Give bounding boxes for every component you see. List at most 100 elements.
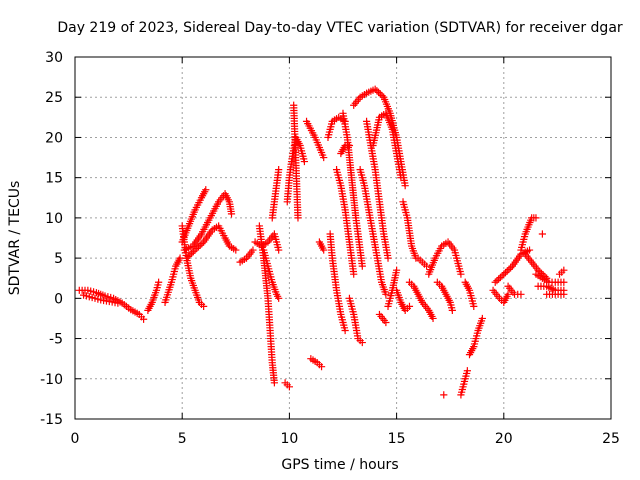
series-arc-06: [178, 186, 210, 246]
data-point: [200, 302, 208, 310]
series-arc-36: [425, 238, 465, 278]
data-point: [275, 166, 283, 174]
data-point: [264, 262, 272, 270]
data-point: [334, 171, 342, 179]
data-point: [299, 152, 307, 160]
data-point: [266, 270, 274, 278]
data-point: [458, 385, 466, 394]
data-point: [320, 153, 328, 162]
data-point: [338, 316, 346, 324]
series-arc-21: [326, 230, 349, 335]
data-point: [341, 326, 349, 335]
data-point: [386, 294, 394, 302]
data-point: [517, 246, 525, 254]
data-point: [317, 363, 326, 371]
data-point: [107, 293, 115, 302]
data-point: [400, 200, 408, 209]
data-point: [447, 301, 455, 309]
x-tick-label: 10: [280, 431, 298, 447]
data-point: [469, 300, 477, 308]
data-point: [337, 313, 346, 321]
data-point: [358, 338, 366, 347]
data-point: [461, 375, 469, 383]
data-point: [227, 210, 236, 218]
data-point: [401, 182, 409, 190]
data-point: [468, 297, 476, 305]
data-point: [458, 388, 466, 396]
series-arc-49: [534, 282, 568, 294]
data-point: [326, 125, 334, 133]
y-tick-label: 15: [45, 171, 63, 187]
data-point: [339, 318, 347, 327]
y-tick-label: -10: [40, 372, 63, 388]
data-point: [140, 315, 148, 323]
data-point: [402, 208, 410, 217]
data-point: [167, 278, 176, 286]
series-arc-18: [307, 355, 326, 371]
data-point: [346, 297, 354, 305]
data-point: [340, 321, 348, 329]
data-point: [473, 332, 481, 340]
data-point: [300, 157, 309, 166]
series-arc-19: [315, 238, 328, 254]
data-point: [260, 246, 268, 254]
series-arc-09: [236, 246, 257, 266]
data-point: [519, 238, 527, 246]
data-point: [348, 305, 356, 313]
data-point: [232, 246, 240, 254]
x-axis-label: GPS time / hours: [281, 457, 398, 473]
series-arc-13: [268, 166, 283, 222]
plot-frame: [74, 56, 612, 420]
data-point: [518, 241, 526, 249]
series-arc-16: [290, 101, 302, 222]
data-point: [356, 166, 364, 174]
series-arc-35: [414, 254, 431, 270]
data-point: [270, 379, 278, 387]
data-point: [460, 377, 469, 386]
y-tick-label: 10: [45, 211, 63, 227]
y-tick-label: 25: [45, 90, 63, 106]
data-point: [357, 171, 366, 179]
data-point: [459, 383, 467, 391]
data-point: [260, 249, 268, 257]
data-point: [350, 270, 358, 278]
data-point: [463, 369, 471, 378]
y-tick-label: -15: [40, 412, 63, 428]
data-point: [382, 290, 390, 298]
data-point: [460, 380, 468, 388]
data-point: [336, 179, 344, 187]
data-point: [87, 287, 95, 295]
data-point: [89, 288, 98, 296]
data-point: [470, 302, 478, 310]
x-tick-label: 0: [71, 431, 80, 447]
data-point: [82, 292, 91, 300]
data-point: [429, 314, 437, 323]
data-point: [532, 214, 540, 222]
series-arc-50: [543, 290, 568, 298]
data-point: [262, 257, 271, 265]
data-point: [101, 292, 109, 300]
data-point: [275, 246, 283, 254]
data-point: [104, 293, 112, 301]
data-point: [466, 289, 474, 297]
data-point: [332, 166, 341, 174]
data-point: [335, 176, 344, 184]
data-point: [525, 246, 534, 254]
axis-ticks: 0 5 10 15 20 25 -15 -10 -5 0 5 10 15 20 25 30: [40, 50, 620, 447]
data-point: [423, 262, 431, 270]
data-point: [84, 286, 92, 294]
data-point: [153, 284, 161, 292]
data-point: [298, 149, 306, 158]
data-point: [327, 120, 336, 128]
data-point: [270, 230, 278, 238]
series-arc-14: [281, 379, 293, 391]
data-point: [114, 299, 122, 307]
series-arc-39: [457, 367, 471, 399]
series-arc-03: [144, 278, 163, 314]
data-point: [504, 290, 512, 298]
data-point: [261, 251, 269, 260]
series-arc-44: [504, 282, 525, 298]
data-point: [463, 367, 471, 375]
data-point: [170, 267, 178, 276]
